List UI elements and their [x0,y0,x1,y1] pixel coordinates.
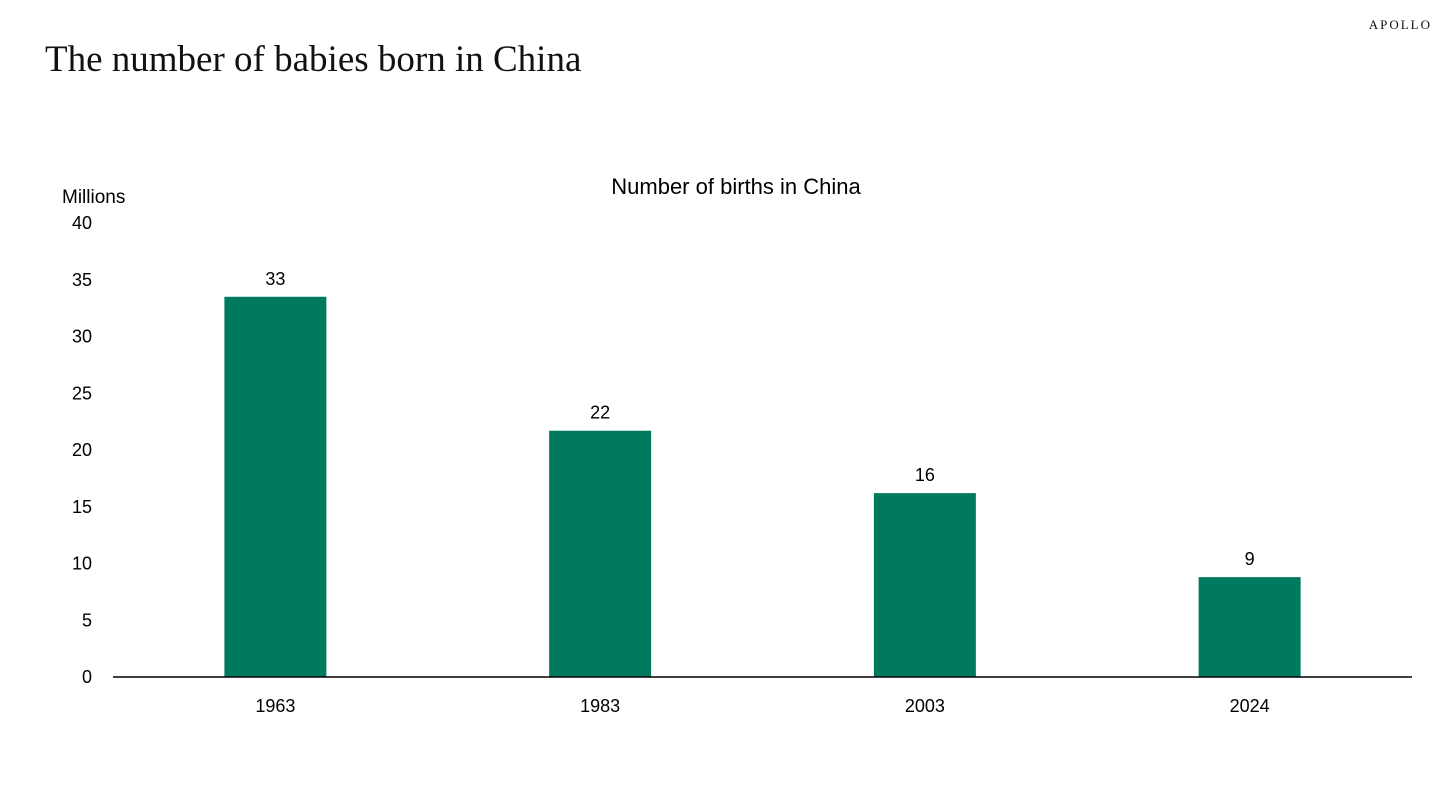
y-tick-label: 15 [72,497,92,517]
bar-1963 [224,296,327,677]
y-tick-label: 25 [72,383,92,403]
y-axis-ticks: 0 5 10 15 20 25 30 35 40 [72,213,92,687]
x-tick-label-1963: 1963 [255,696,295,716]
y-axis-unit-label: Millions [62,187,125,208]
y-tick-label: 30 [72,327,92,347]
x-tick-label-2003: 2003 [905,696,945,716]
brand-logo: APOLLO [1368,17,1432,32]
bars [224,296,1301,677]
bar-2003 [873,493,976,677]
data-label-2024: 9 [1245,549,1255,569]
y-tick-label: 10 [72,554,92,574]
x-tick-label-2024: 2024 [1230,696,1270,716]
y-tick-label: 5 [82,610,92,630]
data-label-2003: 16 [915,465,935,485]
x-tick-label-1983: 1983 [580,696,620,716]
page-title: The number of babies born in China [45,39,582,80]
chart-title: Number of births in China [611,174,861,199]
y-tick-label: 40 [72,213,92,233]
bar-2024 [1198,577,1301,677]
data-labels: 33 22 16 9 [265,269,1254,569]
bar-1983 [549,430,652,677]
y-tick-label: 0 [82,667,92,687]
y-tick-label: 20 [72,440,92,460]
data-label-1963: 33 [265,269,285,289]
data-label-1983: 22 [590,403,610,423]
y-tick-label: 35 [72,270,92,290]
x-axis-labels: 1963 1983 2003 2024 [255,696,1269,716]
